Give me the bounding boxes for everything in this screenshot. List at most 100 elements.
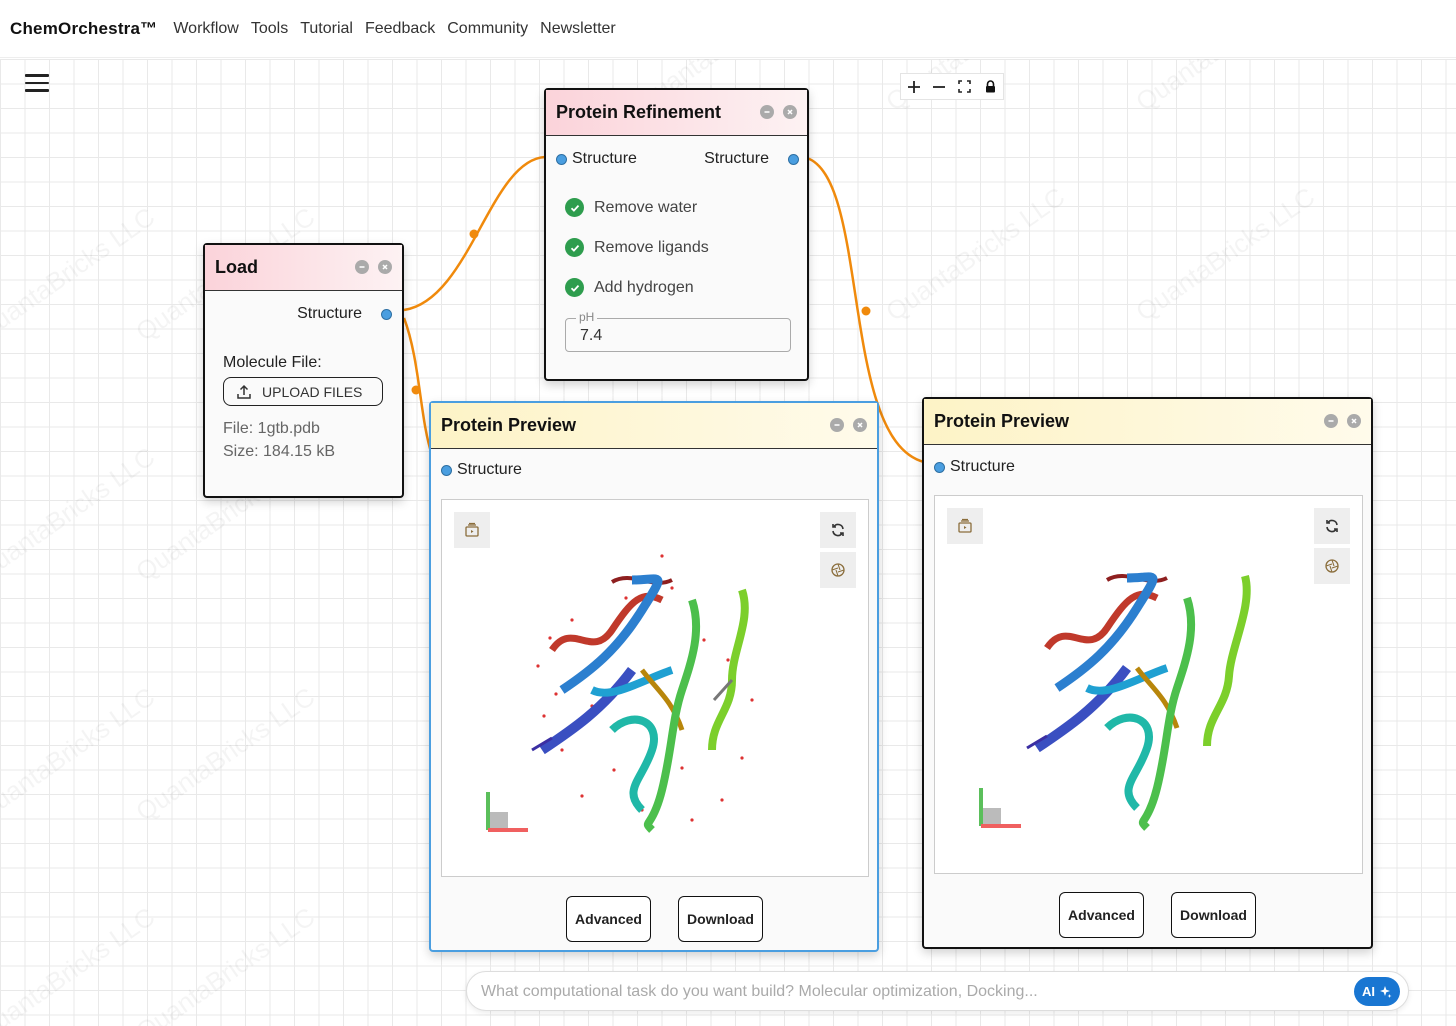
screenshot-button[interactable]: [454, 512, 490, 548]
nav-feedback[interactable]: Feedback: [364, 19, 436, 37]
aperture-icon: [831, 563, 845, 577]
port-label: Structure: [704, 150, 769, 167]
upload-icon: [237, 384, 251, 399]
minus-icon: [933, 85, 946, 88]
edge-refinement-preview2: [806, 156, 925, 464]
node-title: Protein Preview: [934, 411, 1070, 431]
option-label: Remove ligands: [594, 238, 709, 256]
ai-label: AI: [1362, 984, 1375, 999]
refresh-icon: [1326, 519, 1338, 533]
output-port[interactable]: [381, 308, 392, 320]
file-size: Size: 184.15 kB: [223, 443, 336, 460]
molecule-viewer[interactable]: [441, 499, 869, 877]
collapse-icon[interactable]: [1324, 414, 1338, 428]
check-circle-icon[interactable]: [565, 278, 584, 297]
style-button[interactable]: [820, 552, 856, 588]
aperture-icon: [1325, 559, 1339, 573]
protein-refinement-node[interactable]: Protein Refinement Structure Structure R…: [544, 88, 809, 381]
node-header[interactable]: Protein Preview: [924, 399, 1371, 445]
output-port-row: Structure: [704, 150, 799, 168]
screenshot-button[interactable]: [947, 508, 983, 544]
node-header[interactable]: Load: [205, 245, 402, 291]
port-label: Structure: [572, 150, 637, 167]
node-title: Protein Refinement: [556, 102, 722, 122]
advanced-button[interactable]: Advanced: [566, 896, 651, 942]
rotate-button[interactable]: [820, 512, 856, 548]
input-port-row: Structure: [441, 461, 522, 479]
zoom-in-button[interactable]: [901, 74, 927, 99]
molecule-file-label: Molecule File:: [223, 354, 322, 371]
node-title: Load: [215, 257, 258, 277]
nav-newsletter[interactable]: Newsletter: [540, 19, 616, 37]
collapse-icon[interactable]: [355, 260, 369, 274]
input-port[interactable]: [556, 153, 567, 165]
lock-button[interactable]: [978, 74, 1004, 99]
edge-load-refinement: [403, 155, 546, 312]
protein-preview-node-1[interactable]: Protein Preview Structure: [429, 401, 879, 952]
check-circle-icon[interactable]: [565, 198, 584, 217]
protein-structure-image: [486, 554, 754, 833]
ph-label: pH: [576, 310, 598, 324]
option-remove-ligands[interactable]: Remove ligands: [565, 238, 709, 257]
advanced-button[interactable]: Advanced: [1059, 892, 1144, 938]
node-header[interactable]: Protein Refinement: [546, 90, 807, 136]
collapse-icon[interactable]: [760, 105, 774, 119]
option-add-hydrogen[interactable]: Add hydrogen: [565, 278, 694, 297]
close-icon[interactable]: [378, 260, 392, 274]
port-label: Structure: [297, 305, 362, 322]
input-port[interactable]: [441, 464, 452, 476]
option-label: Add hydrogen: [594, 278, 694, 296]
port-label: Structure: [950, 458, 1015, 475]
top-navbar: ChemOrchestra™ Workflow Tools Tutorial F…: [0, 0, 1456, 58]
input-port-row: Structure: [556, 150, 637, 168]
close-icon[interactable]: [783, 105, 797, 119]
upload-label: UPLOAD FILES: [262, 383, 363, 400]
edge-handle: [411, 385, 421, 395]
edge-handle: [469, 229, 479, 239]
nav-tutorial[interactable]: Tutorial: [300, 19, 353, 37]
option-label: Remove water: [594, 198, 698, 216]
ai-button[interactable]: AI: [1354, 977, 1400, 1006]
nav-tools[interactable]: Tools: [250, 19, 289, 37]
node-header[interactable]: Protein Preview: [431, 403, 877, 449]
download-button[interactable]: Download: [678, 896, 763, 942]
close-icon[interactable]: [853, 418, 867, 432]
ph-input[interactable]: pH 7.4: [565, 310, 791, 352]
molecule-viewer[interactable]: [934, 495, 1363, 874]
zoom-controls: [900, 73, 1004, 100]
upload-files-button[interactable]: UPLOAD FILES: [223, 377, 383, 406]
protein-structure-image: [979, 572, 1251, 831]
edge-handle: [861, 306, 871, 316]
screenshot-icon: [465, 522, 479, 537]
download-button[interactable]: Download: [1171, 892, 1256, 938]
nav-community[interactable]: Community: [447, 19, 529, 37]
port-label: Structure: [457, 461, 522, 478]
protein-preview-node-2[interactable]: Protein Preview Structure: [922, 397, 1373, 949]
node-title: Protein Preview: [441, 415, 577, 435]
plus-icon: [907, 80, 920, 93]
screenshot-icon: [958, 518, 972, 533]
task-prompt-bar: AI: [466, 971, 1409, 1011]
input-port[interactable]: [934, 461, 945, 473]
rotate-button[interactable]: [1314, 508, 1350, 544]
fit-view-button[interactable]: [952, 74, 978, 99]
input-port-row: Structure: [934, 458, 1015, 476]
file-name: File: 1gtb.pdb: [223, 420, 320, 437]
sparkle-icon: [1380, 985, 1392, 998]
collapse-icon[interactable]: [830, 418, 844, 432]
output-port[interactable]: [788, 153, 799, 165]
menu-icon[interactable]: [25, 74, 49, 92]
task-prompt-input[interactable]: [481, 981, 1341, 1003]
zoom-out-button[interactable]: [927, 74, 953, 99]
ph-value[interactable]: 7.4: [580, 327, 603, 344]
fit-view-icon: [958, 80, 972, 93]
option-remove-water[interactable]: Remove water: [565, 198, 697, 217]
close-icon[interactable]: [1347, 414, 1361, 428]
lock-icon: [985, 80, 995, 93]
nav-workflow[interactable]: Workflow: [173, 19, 239, 37]
check-circle-icon[interactable]: [565, 238, 584, 257]
brand-logo[interactable]: ChemOrchestra™: [10, 18, 158, 38]
style-button[interactable]: [1314, 548, 1350, 584]
load-node[interactable]: Load Structure Molecule File: UPLOAD FIL…: [203, 243, 404, 498]
